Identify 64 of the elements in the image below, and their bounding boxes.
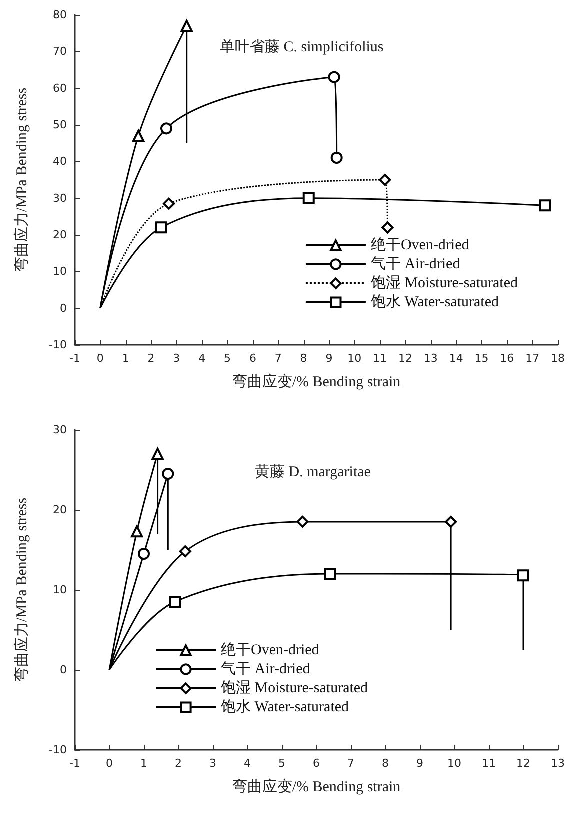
y-tick-label: 80 bbox=[53, 8, 67, 22]
x-tick-label: 16 bbox=[500, 352, 514, 365]
y-tick-label: 50 bbox=[53, 118, 67, 132]
y-tick-label: 20 bbox=[53, 504, 67, 516]
legend-label: 饱水 Water-saturated bbox=[370, 294, 500, 310]
x-tick-label: 10 bbox=[448, 757, 462, 770]
x-tick-label: 2 bbox=[175, 757, 182, 770]
x-tick-label: 3 bbox=[210, 757, 216, 770]
x-tick-label: 2 bbox=[148, 352, 155, 365]
y-tick-label: 40 bbox=[53, 155, 67, 168]
y-tick-label: 0 bbox=[60, 664, 67, 676]
y-tick-label: 60 bbox=[53, 82, 67, 95]
x-tick-label: 4 bbox=[244, 757, 251, 770]
x-tick-label: 6 bbox=[249, 352, 256, 365]
y-tick-label: -10 bbox=[49, 338, 67, 352]
x-tick-label: 3 bbox=[173, 352, 180, 365]
legend-label: 绝干Oven-dried bbox=[370, 236, 470, 254]
x-tick-label: 14 bbox=[449, 352, 464, 365]
y-tick-label: 30 bbox=[53, 424, 67, 436]
x-tick-label: 8 bbox=[382, 757, 389, 770]
x-axis-title: 弯曲应变/% Bending strain bbox=[232, 374, 402, 390]
text: 单叶省藤 C. simplicifolius bbox=[220, 38, 384, 56]
x-tick-label: 15 bbox=[474, 352, 489, 365]
x-tick-label: 4 bbox=[198, 352, 206, 365]
y-tick-label: 0 bbox=[60, 302, 67, 315]
text: 黄藤 D. margaritae bbox=[255, 464, 372, 480]
x-tick-label: 6 bbox=[313, 757, 320, 770]
x-tick-label: 10 bbox=[348, 352, 362, 365]
x-tick-label: 12 bbox=[516, 757, 530, 770]
y-tick-label: 70 bbox=[53, 45, 67, 58]
x-tick-label: 9 bbox=[326, 352, 333, 365]
y-tick-label: 10 bbox=[53, 584, 67, 596]
x-tick-label: -1 bbox=[70, 757, 80, 770]
x-tick-label: 18 bbox=[551, 352, 565, 365]
x-tick-label: -1 bbox=[70, 352, 80, 365]
x-tick-label: 7 bbox=[274, 352, 282, 365]
x-tick-label: 5 bbox=[278, 757, 286, 770]
x-tick-label: 11 bbox=[482, 757, 496, 770]
legend-label: 饱湿 Moisture-saturated bbox=[370, 274, 518, 292]
x-tick-label: 9 bbox=[416, 757, 424, 770]
x-tick-label: 0 bbox=[106, 757, 113, 770]
x-tick-label: 1 bbox=[140, 757, 148, 770]
x-tick-label: 17 bbox=[526, 352, 540, 365]
x-tick-label: 0 bbox=[96, 352, 104, 365]
x-tick-label: 13 bbox=[551, 757, 565, 770]
x-tick-label: 8 bbox=[300, 352, 308, 365]
y-tick-label: -10 bbox=[49, 744, 67, 756]
y-tick-label: 20 bbox=[53, 228, 67, 242]
x-tick-label: 5 bbox=[224, 352, 232, 365]
legend-label: 饱水 Water-saturated bbox=[220, 698, 350, 716]
y-tick-label: 10 bbox=[53, 265, 67, 278]
x-tick-label: 1 bbox=[122, 352, 130, 365]
x-tick-label: 12 bbox=[398, 352, 412, 365]
legend-label: 气干 Air-dried bbox=[370, 256, 461, 272]
legend-label: 绝干Oven-dried bbox=[221, 642, 320, 658]
x-tick-label: 7 bbox=[348, 757, 354, 770]
legend-label: 饱湿 Moisture-saturated bbox=[220, 680, 369, 696]
legend-label: 气干 Air-dried bbox=[221, 660, 311, 678]
x-tick-label: 11 bbox=[373, 352, 388, 365]
x-tick-label: 13 bbox=[424, 352, 438, 365]
y-axis-title: 弯曲应力/MPa Bending stress bbox=[14, 498, 30, 682]
y-tick-label: 30 bbox=[53, 192, 67, 205]
x-axis-title: 弯曲应变/% Bending strain bbox=[232, 778, 402, 796]
y-axis-title: 弯曲应力/MPa Bending stress bbox=[14, 88, 30, 272]
